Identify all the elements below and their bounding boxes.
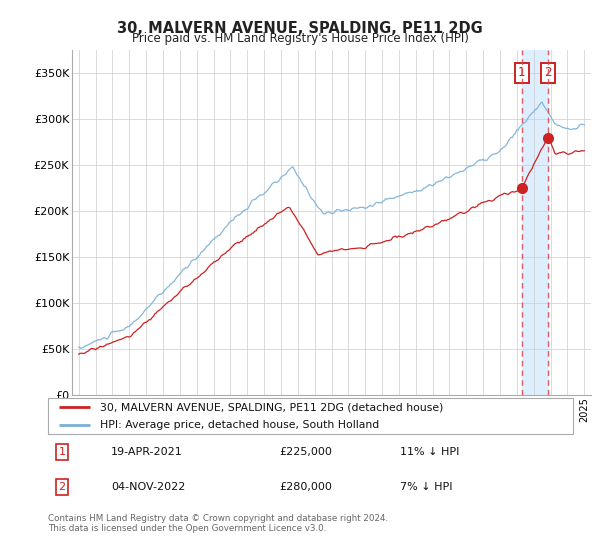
Text: £280,000: £280,000 [279,482,332,492]
Bar [522,50,548,395]
Text: 04-NOV-2022: 04-NOV-2022 [111,482,185,492]
Text: 30, MALVERN AVENUE, SPALDING, PE11 2DG: 30, MALVERN AVENUE, SPALDING, PE11 2DG [117,21,483,36]
Text: HPI: Average price, detached house, South Holland: HPI: Average price, detached house, Sout… [101,419,380,430]
FancyBboxPatch shape [48,398,573,434]
Text: 11% ↓ HPI: 11% ↓ HPI [400,447,459,457]
Text: 2: 2 [544,66,551,80]
Text: 2: 2 [59,482,65,492]
Text: 7% ↓ HPI: 7% ↓ HPI [400,482,452,492]
Text: 1: 1 [59,447,65,457]
Text: Price paid vs. HM Land Registry's House Price Index (HPI): Price paid vs. HM Land Registry's House … [131,32,469,45]
Text: 19-APR-2021: 19-APR-2021 [111,447,183,457]
Text: £225,000: £225,000 [279,447,332,457]
Text: 30, MALVERN AVENUE, SPALDING, PE11 2DG (detached house): 30, MALVERN AVENUE, SPALDING, PE11 2DG (… [101,402,444,412]
Text: 1: 1 [518,66,526,80]
Text: Contains HM Land Registry data © Crown copyright and database right 2024.
This d: Contains HM Land Registry data © Crown c… [48,514,388,533]
